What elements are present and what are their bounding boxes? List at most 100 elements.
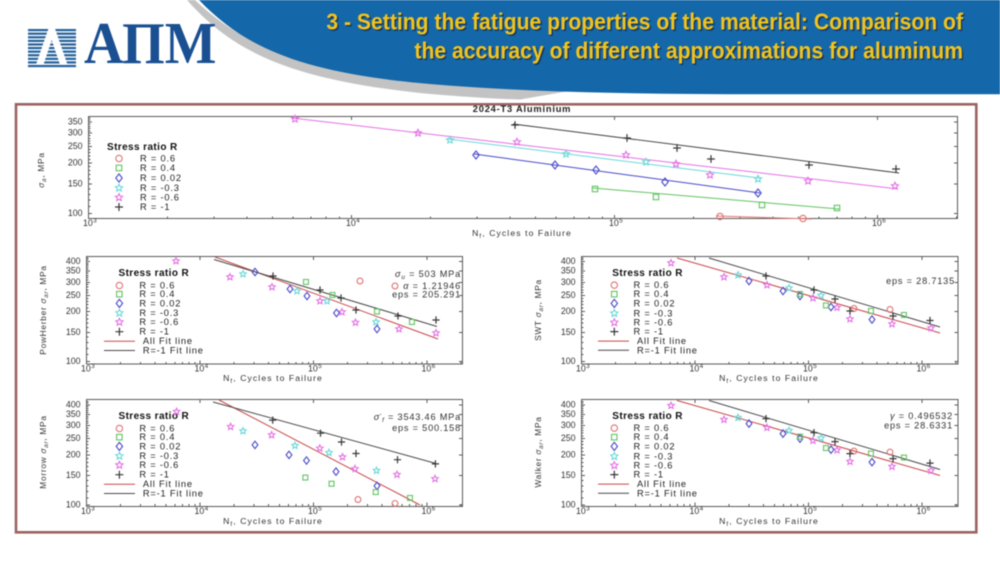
svg-text:350: 350 [66, 266, 81, 276]
svg-text:γ = 0.496532: γ = 0.496532 [890, 411, 953, 421]
svg-text:R = -0.3: R = -0.3 [634, 308, 674, 318]
svg-text:10: 10 [81, 506, 91, 516]
svg-text:10: 10 [422, 506, 432, 516]
svg-text:R = 0.02: R = 0.02 [634, 441, 676, 451]
svg-text:6: 6 [432, 506, 436, 513]
svg-text:R = -1: R = -1 [139, 470, 169, 480]
svg-text:3 - Setting the fatigue proper: 3 - Setting the fatigue properties of th… [328, 10, 965, 36]
svg-text:5: 5 [813, 506, 817, 513]
svg-text:Stress ratio R: Stress ratio R [107, 142, 178, 153]
svg-text:R = 0.6: R = 0.6 [634, 280, 670, 290]
svg-text:Stress ratio R: Stress ratio R [119, 411, 190, 422]
svg-text:R = -0.6: R = -0.6 [140, 193, 180, 203]
svg-text:R = -0.3: R = -0.3 [140, 183, 180, 193]
svg-text:10: 10 [576, 364, 586, 374]
svg-text:R=-1 Fit line: R=-1 Fit line [143, 489, 204, 499]
svg-text:R = 0.02: R = 0.02 [139, 298, 181, 308]
svg-text:6: 6 [882, 218, 886, 225]
svg-text:3: 3 [91, 506, 95, 513]
svg-text:6: 6 [927, 363, 931, 370]
svg-text:300: 300 [66, 277, 81, 287]
svg-text:10: 10 [690, 506, 700, 516]
svg-text:R = -0.6: R = -0.6 [139, 317, 179, 327]
svg-text:4: 4 [700, 363, 704, 370]
svg-text:R = -0.3: R = -0.3 [634, 451, 674, 461]
svg-text:10: 10 [81, 364, 91, 374]
svg-text:200: 200 [66, 306, 81, 316]
svg-text:Nf, Cycles to Failure: Nf, Cycles to Failure [223, 516, 323, 528]
svg-text:R = -1: R = -1 [634, 470, 664, 480]
svg-text:10: 10 [308, 364, 318, 374]
svg-text:4: 4 [356, 218, 360, 225]
svg-text:Walker σar, MPa: Walker σar, MPa [533, 416, 545, 487]
svg-text:200: 200 [66, 449, 81, 459]
svg-text:350: 350 [561, 409, 576, 419]
svg-text:250: 250 [66, 290, 81, 300]
svg-text:300: 300 [561, 277, 576, 287]
svg-text:R = -1: R = -1 [140, 202, 170, 212]
svg-text:R = 0.4: R = 0.4 [139, 432, 175, 442]
svg-text:R=-1 Fit line: R=-1 Fit line [143, 346, 204, 356]
svg-text:Nf, Cycles to Failure: Nf, Cycles to Failure [719, 373, 819, 385]
svg-text:10: 10 [872, 218, 882, 228]
svg-text:100: 100 [561, 499, 576, 509]
svg-text:400: 400 [561, 399, 576, 409]
svg-text:400: 400 [66, 399, 81, 409]
svg-text:3: 3 [93, 218, 97, 225]
svg-text:the accuracy of different appr: the accuracy of different approximations… [416, 39, 965, 65]
svg-text:250: 250 [561, 290, 576, 300]
svg-text:R=-1 Fit line: R=-1 Fit line [637, 488, 698, 498]
svg-text:R = 0.4: R = 0.4 [634, 432, 670, 442]
svg-text:R = 0.02: R = 0.02 [634, 298, 676, 308]
svg-text:200: 200 [68, 157, 83, 167]
svg-text:σa, MPa: σa, MPa [36, 152, 48, 187]
svg-text:4: 4 [700, 506, 704, 513]
svg-text:10: 10 [609, 218, 619, 228]
svg-text:5: 5 [619, 218, 623, 225]
svg-text:α = 1.21946: α = 1.21946 [403, 281, 461, 291]
svg-text:300: 300 [66, 420, 81, 430]
svg-text:10: 10 [917, 364, 927, 374]
svg-text:R = 0.6: R = 0.6 [140, 154, 176, 164]
svg-text:300: 300 [561, 420, 576, 430]
svg-text:R = 0.02: R = 0.02 [140, 173, 182, 183]
svg-text:400: 400 [66, 256, 81, 266]
svg-text:10: 10 [195, 506, 205, 516]
svg-text:R = -1: R = -1 [139, 327, 169, 337]
svg-text:Nf, Cycles to Failure: Nf, Cycles to Failure [719, 516, 819, 528]
svg-text:σ′f = 3543.46 MPa: σ′f = 3543.46 MPa [374, 412, 461, 424]
svg-text:АПМ: АПМ [84, 11, 216, 77]
svg-text:R = -0.6: R = -0.6 [634, 318, 674, 328]
svg-text:R = 0.4: R = 0.4 [139, 289, 175, 299]
svg-text:100: 100 [561, 356, 576, 366]
svg-text:Stress ratio R: Stress ratio R [612, 411, 683, 422]
svg-text:R = -0.6: R = -0.6 [139, 460, 179, 470]
svg-text:150: 150 [68, 178, 83, 188]
svg-text:5: 5 [318, 363, 322, 370]
svg-text:10: 10 [346, 218, 356, 228]
svg-text:250: 250 [68, 141, 83, 151]
svg-text:200: 200 [561, 306, 576, 316]
svg-text:6: 6 [927, 506, 931, 513]
svg-text:250: 250 [66, 433, 81, 443]
svg-text:eps = 205.291: eps = 205.291 [392, 290, 461, 300]
svg-text:3: 3 [586, 363, 590, 370]
svg-text:10: 10 [83, 218, 93, 228]
svg-text:10: 10 [690, 364, 700, 374]
svg-text:eps = 28.7135: eps = 28.7135 [886, 276, 955, 286]
svg-text:150: 150 [66, 327, 81, 337]
svg-text:150: 150 [561, 327, 576, 337]
svg-text:150: 150 [66, 470, 81, 480]
svg-text:3: 3 [91, 363, 95, 370]
svg-text:350: 350 [561, 266, 576, 276]
svg-text:Nf, Cycles to Failure: Nf, Cycles to Failure [472, 228, 572, 240]
svg-text:R = 0.6: R = 0.6 [139, 281, 175, 291]
svg-text:400: 400 [561, 256, 576, 266]
svg-text:R=-1 Fit line: R=-1 Fit line [637, 345, 698, 355]
svg-text:σu = 503 MPa: σu = 503 MPa [395, 269, 461, 281]
svg-text:100: 100 [66, 356, 81, 366]
svg-text:eps = 500.158: eps = 500.158 [392, 423, 461, 433]
svg-text:10: 10 [422, 364, 432, 374]
svg-text:Morrow σar, MPa: Morrow σar, MPa [38, 415, 50, 488]
svg-text:4: 4 [205, 363, 209, 370]
